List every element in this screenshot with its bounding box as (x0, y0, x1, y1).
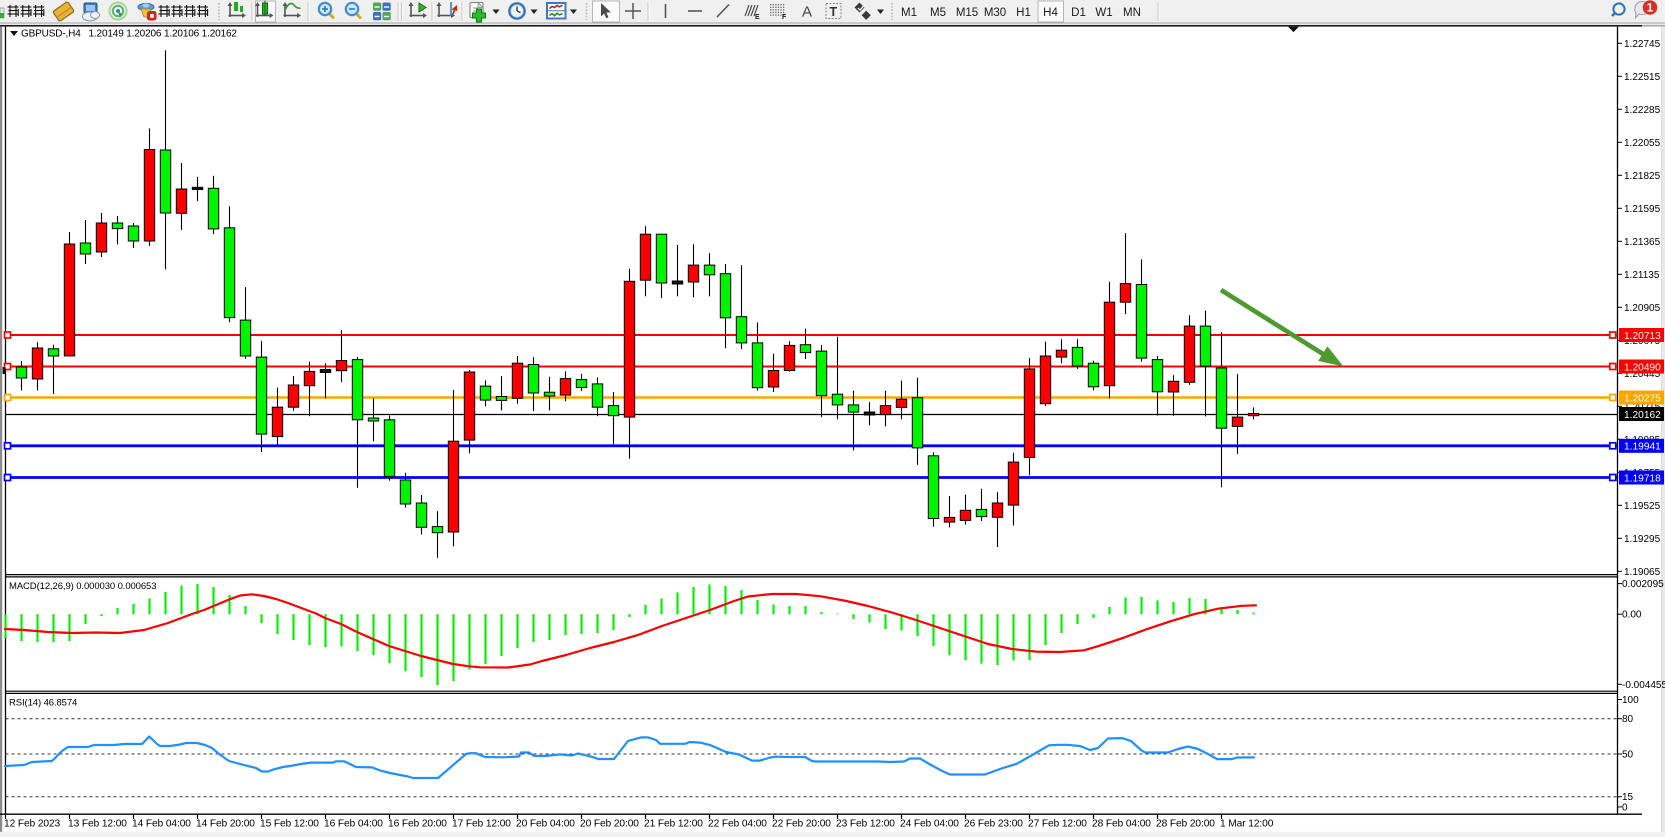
svg-text:16 Feb 20:00: 16 Feb 20:00 (388, 819, 447, 830)
svg-text:1.21135: 1.21135 (1624, 270, 1660, 281)
svg-text:0: 0 (1622, 802, 1628, 813)
svg-text:15: 15 (1622, 792, 1634, 803)
svg-text:0.002095: 0.002095 (1622, 579, 1664, 590)
svg-text:13 Feb 12:00: 13 Feb 12:00 (68, 819, 127, 830)
svg-text:14 Feb 20:00: 14 Feb 20:00 (196, 819, 255, 830)
svg-text:1.20490: 1.20490 (1624, 362, 1661, 373)
svg-text:GBPUSD-,H4 1.20149 1.20206 1: GBPUSD-,H4 1.20149 1.20206 1.20106 1.201… (21, 29, 237, 40)
svg-text:20 Feb 20:00: 20 Feb 20:00 (580, 819, 639, 830)
svg-text:1.19941: 1.19941 (1624, 442, 1661, 453)
svg-text:M1: M1 (901, 7, 917, 19)
svg-text:1.20713: 1.20713 (1624, 331, 1661, 342)
svg-text:1.20905: 1.20905 (1624, 303, 1661, 314)
svg-text:0.00: 0.00 (1622, 610, 1642, 621)
svg-text:20 Feb 04:00: 20 Feb 04:00 (516, 819, 575, 830)
svg-text:27 Feb 12:00: 27 Feb 12:00 (1028, 819, 1087, 830)
svg-text:M5: M5 (930, 7, 946, 19)
svg-text:1.19718: 1.19718 (1624, 473, 1661, 484)
svg-text:15 Feb 12:00: 15 Feb 12:00 (260, 819, 319, 830)
svg-text:22 Feb 20:00: 22 Feb 20:00 (772, 819, 831, 830)
svg-text:E: E (755, 14, 760, 21)
svg-text:17 Feb 12:00: 17 Feb 12:00 (452, 819, 511, 830)
svg-text:-0.004455: -0.004455 (1622, 680, 1665, 691)
svg-text:D1: D1 (1071, 7, 1086, 19)
svg-text:W1: W1 (1095, 7, 1112, 19)
svg-text:23 Feb 12:00: 23 Feb 12:00 (836, 819, 895, 830)
svg-text:28 Feb 20:00: 28 Feb 20:00 (1156, 819, 1215, 830)
svg-text:1.19065: 1.19065 (1624, 567, 1661, 578)
svg-text:12 Feb 2023: 12 Feb 2023 (4, 819, 61, 830)
svg-text:H4: H4 (1043, 7, 1058, 19)
svg-text:80: 80 (1622, 714, 1634, 725)
svg-text:1.21365: 1.21365 (1624, 237, 1661, 248)
svg-text:22 Feb 04:00: 22 Feb 04:00 (708, 819, 767, 830)
svg-text:21 Feb 12:00: 21 Feb 12:00 (644, 819, 703, 830)
svg-text:1.20162: 1.20162 (1624, 410, 1661, 421)
svg-text:1: 1 (1647, 3, 1654, 15)
svg-text:RSI(14) 46.8574: RSI(14) 46.8574 (9, 698, 77, 709)
svg-text:26 Feb 23:00: 26 Feb 23:00 (964, 819, 1023, 830)
svg-text:M15: M15 (956, 7, 978, 19)
svg-text:MACD(12,26,9) 0.000030 0.00065: MACD(12,26,9) 0.000030 0.000653 (9, 581, 156, 592)
svg-text:T: T (830, 5, 838, 19)
svg-text:1.20445: 1.20445 (1624, 369, 1661, 380)
svg-text:H1: H1 (1016, 7, 1031, 19)
svg-text:1.20275: 1.20275 (1624, 393, 1661, 404)
svg-text:1.19525: 1.19525 (1624, 501, 1661, 512)
svg-text:16 Feb 04:00: 16 Feb 04:00 (324, 819, 383, 830)
svg-text:M30: M30 (984, 7, 1006, 19)
svg-text:1.21825: 1.21825 (1624, 171, 1661, 182)
svg-text:1.21595: 1.21595 (1624, 204, 1661, 215)
svg-text:1.22285: 1.22285 (1624, 105, 1661, 116)
svg-text:F: F (782, 14, 787, 21)
svg-text:MN: MN (1123, 7, 1141, 19)
svg-text:1.22745: 1.22745 (1624, 39, 1661, 50)
svg-text:28 Feb 04:00: 28 Feb 04:00 (1092, 819, 1151, 830)
svg-text:1.19295: 1.19295 (1624, 534, 1661, 545)
svg-text:1 Mar 12:00: 1 Mar 12:00 (1220, 819, 1274, 830)
svg-text:1.22055: 1.22055 (1624, 138, 1661, 149)
svg-text:1.22515: 1.22515 (1624, 72, 1661, 83)
svg-text:100: 100 (1622, 695, 1639, 706)
svg-text:50: 50 (1622, 750, 1634, 761)
svg-text:A: A (802, 4, 812, 21)
svg-text:14 Feb 04:00: 14 Feb 04:00 (132, 819, 191, 830)
svg-text:24 Feb 04:00: 24 Feb 04:00 (900, 819, 959, 830)
